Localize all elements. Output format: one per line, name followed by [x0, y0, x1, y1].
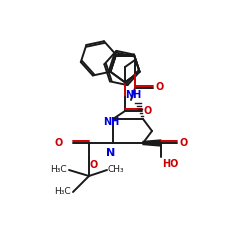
Polygon shape: [143, 140, 161, 146]
Text: CH₃: CH₃: [108, 166, 124, 174]
Text: NH: NH: [103, 117, 119, 127]
Text: O: O: [179, 138, 187, 147]
Text: N: N: [106, 148, 116, 158]
Text: NH: NH: [125, 90, 141, 100]
Text: O: O: [144, 106, 152, 116]
Text: O: O: [155, 82, 163, 92]
Text: O: O: [90, 160, 98, 170]
Text: H₃C: H₃C: [54, 188, 71, 196]
Text: HO: HO: [162, 159, 178, 169]
Text: O: O: [55, 138, 63, 147]
Text: H₃C: H₃C: [50, 166, 67, 174]
